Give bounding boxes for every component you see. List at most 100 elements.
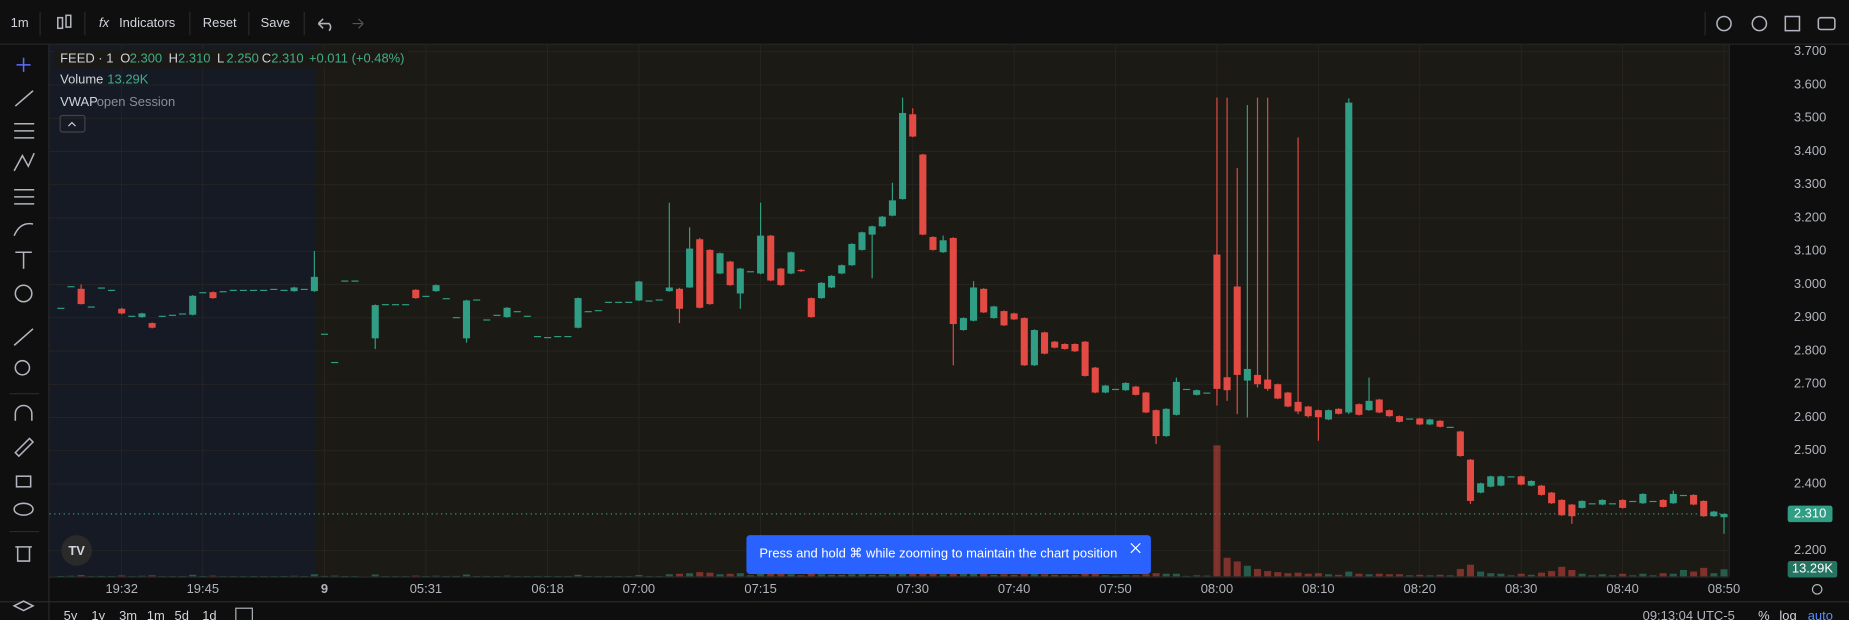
candle-body [1690,494,1698,505]
goto-date-button[interactable] [235,607,253,620]
volume-bar [351,576,359,577]
candle-body [777,268,785,286]
volume-bar [249,576,258,577]
candle-body [767,235,775,281]
candle-body [341,280,349,282]
candle-body [310,276,318,292]
volume-bar [1213,445,1221,577]
auto-toggle[interactable]: auto [1808,608,1833,620]
volume-bar [625,576,633,577]
candle-body [1537,485,1545,495]
volume-bar [757,572,765,577]
ohlc-key: C [262,50,271,65]
candle-body [1182,388,1191,391]
candle-body [899,112,907,200]
indicators-button[interactable]: Indicators [119,15,176,30]
candle-body [828,275,836,288]
toast-close[interactable] [1130,542,1141,554]
candle-body [219,291,227,293]
fib-tool[interactable] [14,122,35,139]
candle-body [1446,426,1454,428]
y-tick-label: 3.100 [1794,243,1826,258]
chart-type-icon[interactable] [57,14,72,30]
candle-body [1365,400,1373,411]
settings-button[interactable] [1751,15,1768,32]
volume-bar [1193,575,1201,577]
candle-body [1527,480,1535,486]
legend-background [54,49,409,69]
fullscreen-button[interactable] [1784,15,1801,32]
ohlc-value: 2.310 [178,50,210,65]
volume-legend[interactable]: Volume [60,72,103,87]
candle-body [1335,408,1343,414]
save-button[interactable]: Save [261,15,291,30]
zoom-tool[interactable] [14,359,31,376]
candle-body [1243,368,1251,381]
layers-tool[interactable] [12,600,35,612]
candle-body [1548,492,1556,504]
range-button[interactable]: 3m [119,608,137,620]
volume-bar [726,573,734,577]
volume-bar [1142,574,1150,577]
redo-button[interactable] [352,18,364,29]
lock-drawing-tool[interactable] [14,437,35,458]
magnet-tool[interactable] [14,404,33,421]
emoji-tool[interactable] [14,284,33,303]
symbol-label[interactable]: FEED · 1 [60,50,113,65]
trendline-tool[interactable] [14,90,34,107]
candle-body [848,243,856,266]
volume-bar [1416,574,1424,577]
collapse-legend-button[interactable] [59,114,86,133]
vwap-legend[interactable]: VWAP [60,94,98,109]
ruler-tool[interactable] [13,328,34,346]
interval-button[interactable]: 1m [11,15,29,30]
volume-bar [584,576,592,577]
volume-bar [1041,574,1049,577]
range-button[interactable]: 1y [91,608,105,620]
candle-body [1010,313,1018,320]
x-tick-label: 07:50 [1099,581,1131,596]
candle-body [746,271,754,273]
volume-bar [1000,574,1008,577]
candle-body [391,304,400,306]
projection-tool[interactable] [14,189,35,205]
volume-bar [1243,565,1251,577]
snapshot-button[interactable] [1817,16,1836,31]
candle-body [1477,483,1485,493]
volume-bar [108,576,116,577]
pattern-tool[interactable] [13,152,35,172]
candle-body [209,292,217,299]
undo-button[interactable] [317,18,332,32]
text-tool[interactable] [15,251,32,269]
visibility-tool[interactable] [13,502,34,516]
logo[interactable] [61,535,92,566]
alert-button[interactable] [1716,15,1732,32]
range-button[interactable]: 1m [147,608,165,620]
volume-bar [381,576,389,577]
range-button[interactable]: 5d [175,608,189,620]
brush-tool[interactable] [13,222,34,237]
volume-bar [1558,566,1566,577]
candle-body [1152,410,1160,437]
candle-body [1304,406,1312,417]
candle-body [1091,367,1099,393]
delete-tool[interactable] [15,546,32,562]
crosshair-tool[interactable] [16,57,31,72]
candle-body [929,236,937,250]
price-axis [1728,44,1849,620]
volume-bar [675,573,683,577]
candle-body [615,301,623,303]
axis-settings-button[interactable] [1811,584,1823,595]
volume-bar [655,576,663,577]
premarket-area [49,44,317,577]
range-button[interactable]: 1d [202,608,216,620]
percent-toggle[interactable]: % [1758,608,1770,620]
lock-tool[interactable] [15,475,32,488]
candle-body [1213,254,1221,389]
range-button[interactable]: 5y [64,608,78,620]
volume-bar [686,573,694,577]
candle-body [625,301,633,303]
reset-button[interactable]: Reset [203,15,237,30]
log-toggle[interactable]: log [1779,608,1796,620]
